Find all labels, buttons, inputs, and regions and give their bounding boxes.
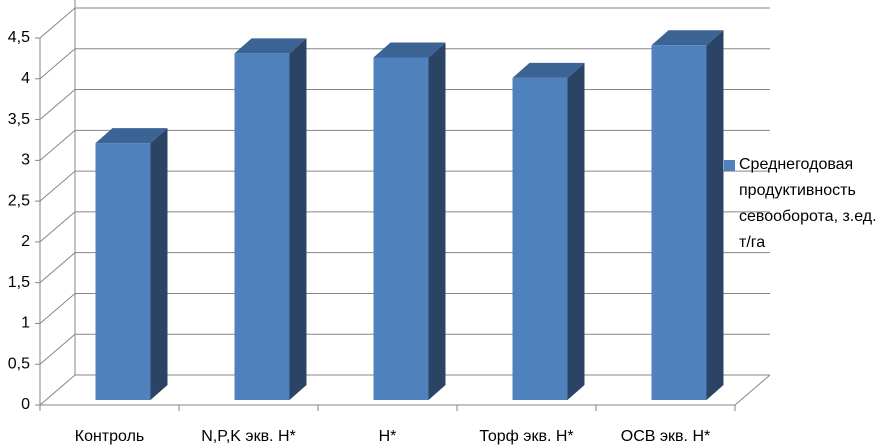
y-tick-label: 2 [21,233,30,250]
legend: Среднегодовая продуктивность севооборота… [724,152,884,256]
grid-line [39,7,76,39]
bar-top [95,128,168,144]
grid-line [39,293,76,324]
x-tick-label: ОСВ экв. Н* [621,428,710,445]
bar [512,77,568,400]
grid-line [39,211,76,243]
y-tick-label: 4 [21,70,30,87]
y-tick-label: 4,5 [8,29,30,46]
grid-line [39,374,76,406]
grid-line [39,252,76,284]
x-tick-label: Торф экв. Н* [479,428,573,445]
y-tick-label: 1 [21,315,30,332]
bar [651,45,707,400]
bar-top [651,30,724,46]
y-tick-label: 3,5 [8,111,30,128]
y-tick-label: 0 [21,396,30,413]
x-tick-label: Контроль [75,428,145,445]
legend-swatch [724,160,735,171]
y-tick-label: 0,5 [8,355,30,372]
bar [95,143,151,400]
bar-side [150,128,168,400]
x-tick-label: Н* [379,428,397,445]
bar-side [706,30,724,400]
grid-line [39,170,76,202]
grid-line [39,48,76,80]
grid-line [39,89,76,120]
bar-top [512,62,585,78]
bar-side [567,62,585,400]
grid-line [39,129,76,161]
y-tick-label: 2,5 [8,192,30,209]
y-tick-label: 1,5 [8,274,30,291]
bar-side [428,42,446,400]
bar-side [289,38,307,401]
grid-line [39,333,76,365]
x-tick-label: N,P,K экв. Н* [201,428,296,445]
bar [234,53,290,401]
bar [373,57,429,400]
bar-top [234,38,307,54]
legend-label: Среднегодовая продуктивность севооборота… [739,156,877,251]
bar-top [373,42,446,58]
y-tick-label: 3 [21,152,30,169]
